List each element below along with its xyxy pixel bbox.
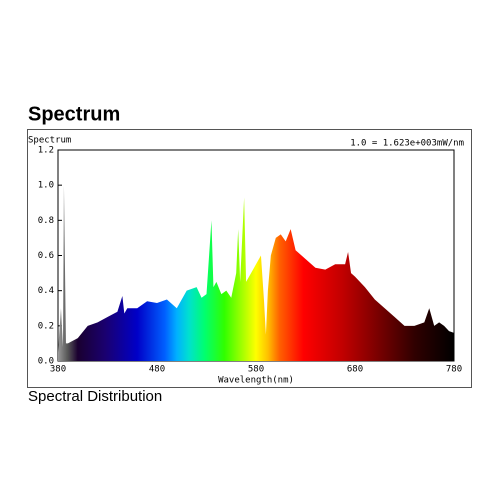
- y-tick-label: 0.8: [38, 216, 54, 226]
- x-tick-label: 480: [149, 365, 165, 375]
- y-tick-label: 0.0: [38, 357, 54, 367]
- x-tick-label: 680: [347, 365, 363, 375]
- y-tick-label: 1.0: [38, 181, 54, 191]
- chart-frame: [27, 129, 472, 388]
- y-tick-label: 0.6: [38, 251, 54, 261]
- x-tick-label: 380: [50, 365, 66, 375]
- y-tick-label: 0.4: [38, 286, 54, 296]
- page-title: Spectrum: [28, 103, 120, 125]
- y-axis-label: Spectrum: [28, 136, 71, 146]
- x-tick-label: 780: [446, 365, 462, 375]
- annotation: 1.0 = 1.623e+003mW/nm: [350, 139, 464, 149]
- y-tick-label: 1.2: [38, 146, 54, 156]
- caption: Spectral Distribution: [28, 388, 162, 405]
- x-tick-label: 580: [248, 365, 264, 375]
- x-axis-label: Wavelength(nm): [218, 376, 294, 386]
- spectrum-area: [58, 185, 454, 361]
- y-tick-label: 0.2: [38, 321, 54, 331]
